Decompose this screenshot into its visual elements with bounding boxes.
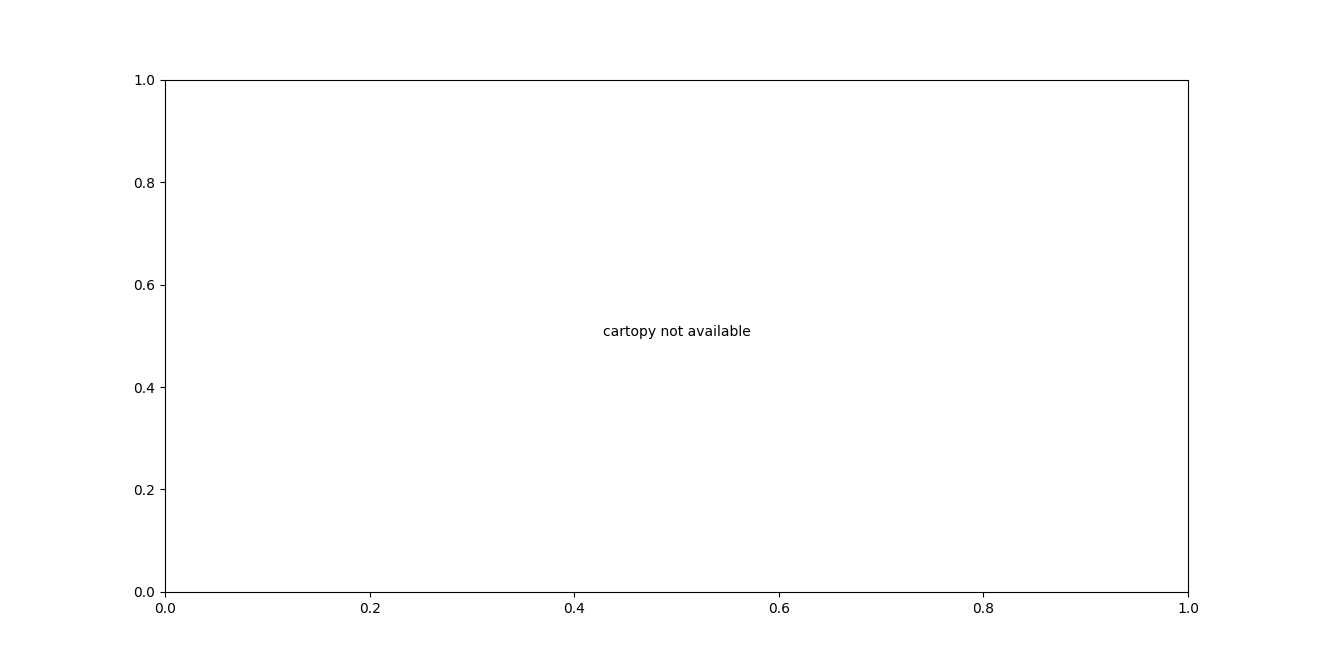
Text: cartopy not available: cartopy not available: [603, 325, 750, 339]
